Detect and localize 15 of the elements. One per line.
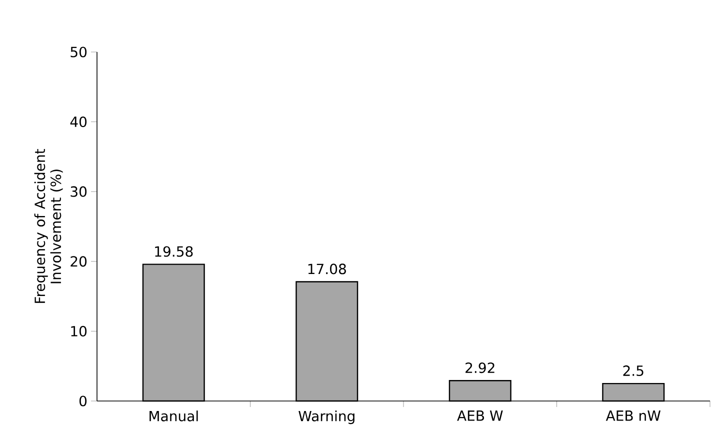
- y-tick-label: 30: [70, 186, 87, 197]
- y-tick-label: 20: [70, 256, 87, 267]
- y-tick-label: 40: [70, 116, 87, 128]
- data-label: 2.5: [623, 365, 644, 376]
- x-tick-label: AEB nW: [606, 410, 661, 421]
- data-label: 2.92: [466, 362, 494, 374]
- y-tick-label: 50: [70, 46, 87, 58]
- x-tick-label: Warning: [298, 410, 354, 424]
- y-axis-title: Frequency of Accident Involvement (%): [34, 148, 63, 303]
- data-label: 19.58: [155, 246, 193, 257]
- x-tick-label: AEB W: [457, 410, 503, 421]
- y-tick-label: 0: [79, 396, 87, 406]
- x-tick-label: Manual: [150, 410, 198, 422]
- data-label: 17.08: [308, 264, 346, 274]
- y-tick-label: 10: [71, 326, 87, 336]
